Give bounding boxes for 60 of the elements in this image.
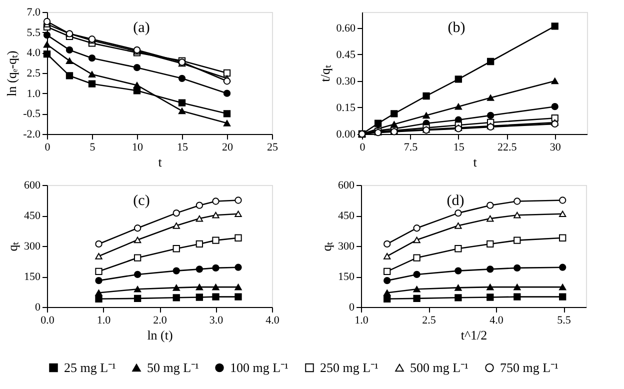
y-tick-label: 600 (24, 180, 41, 192)
y-tick-label: 0 (349, 302, 355, 314)
y-tick-label: -2.0 (23, 128, 41, 140)
y-tick-label: 450 (24, 210, 41, 222)
y-tick-label: 1.0 (26, 88, 41, 100)
x-tick-label: 0.0 (40, 314, 55, 326)
y-tick-label: 0.00 (336, 128, 356, 140)
y-tick-label: 600 (338, 180, 355, 192)
y-tick-label: 150 (338, 271, 355, 283)
annotation: (b) (448, 20, 466, 36)
x-tick-label: 30 (550, 142, 562, 154)
legend-label: 750 mg L⁻¹ (500, 360, 559, 375)
x-tick-label: 4.0 (266, 314, 280, 326)
x-tick-label: 0 (44, 142, 51, 154)
y-axis-title: qₜ (5, 242, 20, 252)
y-tick-label: -0.5 (23, 108, 41, 120)
x-tick-label: 1.0 (354, 314, 369, 326)
legend-label: 250 mg L⁻¹ (320, 360, 379, 375)
x-tick-label: 5.5 (557, 314, 572, 326)
x-tick-label: 15 (177, 142, 188, 154)
x-tick-label: 7.5 (404, 142, 418, 154)
x-tick-label: 25 (267, 142, 278, 154)
x-tick-label: 5 (90, 142, 96, 154)
y-axis-title: ln (qₑ-qₜ) (4, 50, 20, 96)
x-tick-label: 15 (453, 142, 465, 154)
x-tick-label: 4.0 (490, 314, 504, 326)
y-tick-label: 0.15 (336, 102, 356, 114)
y-tick-label: 0.30 (336, 75, 356, 88)
x-tick-label: 2.5 (422, 314, 436, 326)
x-tick-label: 3.0 (209, 314, 224, 326)
x-tick-label: 22.5 (498, 142, 518, 154)
y-tick-label: 2.5 (26, 68, 41, 80)
legend-label: 500 mg L⁻¹ (410, 360, 469, 375)
x-tick-label: 2.0 (153, 314, 168, 326)
legend-label: 50 mg L⁻¹ (147, 360, 200, 375)
y-tick-label: 0.45 (336, 48, 356, 61)
y-tick-label: 7.0 (26, 6, 41, 18)
x-tick-label: 1.0 (96, 314, 112, 326)
y-tick-label: 4.0 (26, 47, 41, 60)
y-axis-title: qₜ (319, 242, 334, 252)
y-axis-title: t/qₜ (317, 65, 332, 82)
x-axis-title: t^1/2 (460, 328, 488, 342)
y-tick-label: 5.5 (26, 26, 41, 39)
x-tick-label: 0 (360, 142, 366, 154)
x-tick-label: 10 (132, 142, 144, 154)
y-tick-label: 300 (338, 240, 355, 252)
y-tick-label: 0 (35, 302, 41, 314)
legend-label: 100 mg L⁻¹ (230, 360, 289, 375)
x-tick-label: 20 (222, 142, 234, 154)
annotation: (c) (133, 193, 150, 209)
x-axis-title: t (158, 154, 162, 170)
legend-label: 25 mg L⁻¹ (64, 360, 116, 375)
y-tick-label: 0.60 (336, 22, 356, 34)
y-tick-label: 300 (24, 240, 41, 252)
y-tick-label: 450 (338, 210, 355, 222)
y-tick-label: 150 (24, 271, 41, 283)
annotation: (a) (133, 20, 150, 36)
x-axis-title: t (473, 154, 478, 170)
annotation: (d) (446, 193, 464, 209)
x-axis-title: ln (t) (147, 328, 173, 342)
